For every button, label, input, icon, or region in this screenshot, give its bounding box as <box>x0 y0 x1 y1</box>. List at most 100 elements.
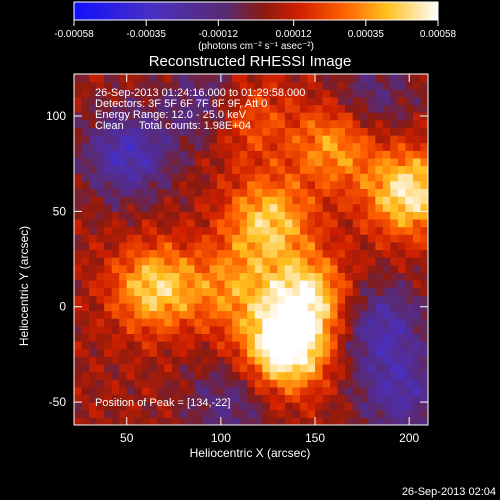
heatmap-cell <box>119 219 128 228</box>
heatmap-cell <box>390 196 399 205</box>
heatmap-cell <box>382 119 391 128</box>
heatmap-cell <box>111 348 120 357</box>
heatmap-cell <box>232 379 241 388</box>
heatmap-cell <box>74 379 83 388</box>
heatmap-cell <box>187 280 196 289</box>
heatmap-cell <box>96 180 105 189</box>
heatmap-cell <box>194 257 203 266</box>
heatmap-cell <box>382 348 391 357</box>
heatmap-cell <box>269 196 278 205</box>
heatmap-cell <box>382 302 391 312</box>
heatmap-cell <box>292 310 301 319</box>
heatmap-cell <box>149 402 158 411</box>
heatmap-cell <box>307 287 316 296</box>
heatmap-cell <box>300 249 309 258</box>
heatmap-cell <box>397 318 406 327</box>
heatmap-cell <box>284 325 293 334</box>
heatmap-cell <box>74 226 83 235</box>
heatmap-cell <box>337 226 346 235</box>
heatmap-cell <box>330 112 339 121</box>
heatmap-cell <box>74 234 83 243</box>
heatmap-cell <box>247 356 256 365</box>
heatmap-cell <box>247 249 256 258</box>
heatmap-cell <box>397 150 406 159</box>
heatmap-cell <box>247 325 256 334</box>
heatmap-cell <box>405 180 414 189</box>
heatmap-cell <box>315 127 324 136</box>
heatmap-cell <box>375 127 384 136</box>
heatmap-cell <box>141 417 150 425</box>
heatmap-cell <box>292 219 301 228</box>
heatmap-cell <box>390 127 399 136</box>
heatmap-cell <box>262 310 271 319</box>
heatmap-cell <box>104 356 113 365</box>
heatmap-cell <box>156 287 165 296</box>
heatmap-cell <box>247 127 256 136</box>
heatmap-cell <box>111 295 120 304</box>
heatmap-cell <box>262 341 271 350</box>
heatmap-cell <box>119 379 128 388</box>
heatmap-cell <box>74 287 83 296</box>
heatmap-cell <box>397 386 406 395</box>
heatmap-cell <box>322 341 331 350</box>
heatmap-cell <box>420 241 428 251</box>
heatmap-cell <box>315 196 324 205</box>
heatmap-cell <box>284 157 293 167</box>
heatmap-cell <box>254 104 263 113</box>
heatmap-cell <box>141 364 150 373</box>
heatmap-cell <box>81 135 90 144</box>
heatmap-cell <box>194 104 203 113</box>
heatmap-cell <box>315 318 324 327</box>
heatmap-cell <box>390 119 399 128</box>
heatmap-cell <box>420 180 428 189</box>
heatmap-cell <box>81 287 90 296</box>
heatmap-cell <box>164 196 173 205</box>
heatmap-cell <box>254 249 263 258</box>
heatmap-cell <box>209 417 218 425</box>
heatmap-cell <box>420 196 428 205</box>
heatmap-cell <box>292 295 301 304</box>
heatmap-cell <box>352 394 361 403</box>
heatmap-cell <box>156 211 165 220</box>
heatmap-cell <box>209 173 218 182</box>
heatmap-cell <box>156 257 165 266</box>
heatmap-cell <box>171 287 180 296</box>
heatmap-cell <box>269 302 278 312</box>
heatmap-cell <box>405 81 414 90</box>
heatmap-cell <box>134 188 143 197</box>
heatmap-cell <box>126 386 135 395</box>
heatmap-cell <box>345 402 354 411</box>
heatmap-cell <box>149 196 158 205</box>
heatmap-cell <box>405 203 414 212</box>
heatmap-cell <box>337 318 346 327</box>
heatmap-cell <box>187 295 196 304</box>
heatmap-cell <box>284 89 293 98</box>
heatmap-cell <box>367 119 376 128</box>
heatmap-cell <box>322 142 331 151</box>
heatmap-cell <box>179 173 188 182</box>
heatmap-cell <box>405 196 414 205</box>
heatmap-cell <box>307 119 316 128</box>
heatmap-cell <box>367 142 376 151</box>
heatmap-cell <box>345 135 354 144</box>
heatmap-cell <box>277 272 286 281</box>
heatmap-cell <box>156 165 165 174</box>
heatmap-cell <box>194 341 203 350</box>
heatmap-cell <box>277 302 286 312</box>
heatmap-cell <box>119 280 128 289</box>
heatmap-cell <box>187 180 196 189</box>
heatmap-cell <box>337 302 346 312</box>
heatmap-cell <box>277 234 286 243</box>
heatmap-cell <box>111 318 120 327</box>
heatmap-cell <box>194 89 203 98</box>
heatmap-cell <box>187 257 196 266</box>
heatmap-cell <box>239 234 248 243</box>
heatmap-cell <box>375 150 384 159</box>
heatmap-cell <box>202 135 211 144</box>
x-axis-label: Heliocentric X (arcsec) <box>189 446 311 460</box>
heatmap-cell <box>179 74 188 83</box>
heatmap-cell <box>194 157 203 167</box>
heatmap-cell <box>202 127 211 136</box>
heatmap-cell <box>420 249 428 258</box>
heatmap-cell <box>156 348 165 357</box>
